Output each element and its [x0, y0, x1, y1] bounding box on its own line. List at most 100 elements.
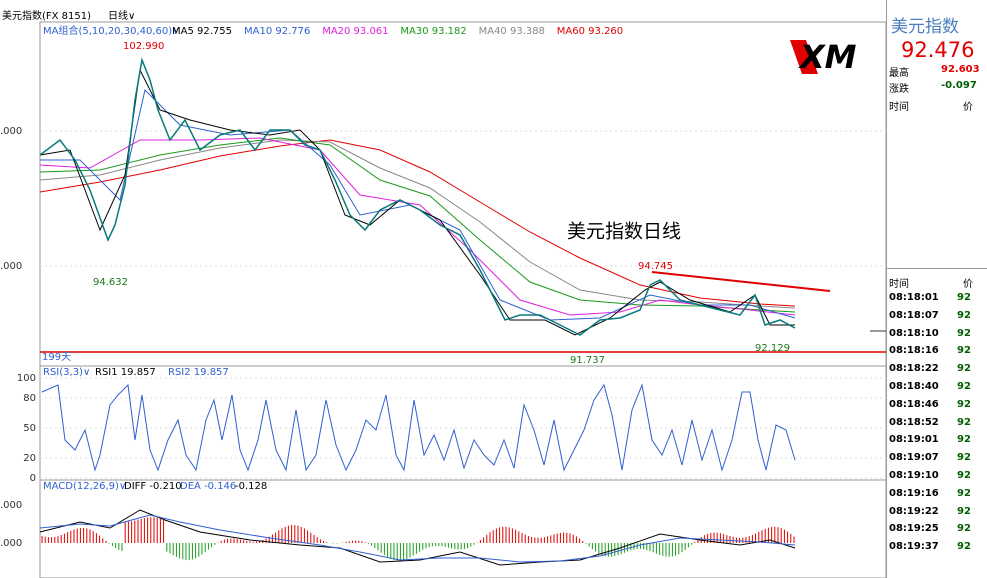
ma-item: MA5 92.755 [172, 26, 232, 37]
price: 92 [957, 327, 971, 339]
ma10 [40, 89, 796, 321]
ma-item: MA60 93.260 [557, 26, 623, 37]
value: -0.097 [941, 80, 977, 91]
logo-mark [790, 40, 818, 74]
ma-item: MA20 93.061 [322, 26, 388, 37]
trade-row: 08:19:16 92 [889, 488, 987, 499]
time: 08:18:46 [889, 398, 939, 410]
quote-panel: 美元指数 92.476 最高 92.603 涨跌 -0.097 时间价 时间价 08… [886, 0, 987, 578]
trade-row: 08:19:37 92 [889, 541, 987, 552]
time: 08:19:16 [889, 487, 939, 499]
chart-area: 美元指数(FX 8151) 日线∨ MA组合(5,10,20,30,40,60)… [0, 9, 886, 578]
macd-item: DIFF -0.210 [124, 481, 182, 492]
label: 时间 [889, 279, 909, 290]
rsi-label: RSI(3,3)∨ [43, 367, 90, 378]
instrument: 美元指数(FX 8151) [2, 9, 91, 22]
quote-price: 92.476 [901, 38, 975, 62]
annotation: 94.632 [93, 277, 128, 288]
annotation: 102.990 [123, 41, 164, 52]
rsi-tick-label: 20 [23, 453, 36, 464]
time: 08:18:40 [889, 381, 939, 392]
trade-row: 08:18:16 92 [889, 345, 987, 356]
trade-row: 08:18:01 92 [889, 292, 987, 303]
time: 08:19:22 [889, 505, 939, 517]
trades-header: 时间 价 [889, 275, 987, 290]
macd-item: -0.128 [235, 481, 267, 492]
dea-line [39, 514, 796, 563]
annotation: 91.737 [570, 355, 605, 366]
label: 时间 [889, 102, 909, 113]
rsi-tick-label: 80 [23, 393, 36, 404]
time: 08:19:01 [889, 434, 939, 446]
quote-header: 时间 价 [889, 98, 987, 113]
price: 92 [957, 345, 971, 357]
rsi-tick-label: 100 [17, 373, 36, 384]
time: 08:19:37 [889, 541, 939, 553]
time: 08:19:10 [889, 470, 939, 481]
price-axis-label: .000 [0, 261, 22, 272]
plot-frame [39, 21, 886, 578]
ma-item: MA10 92.776 [244, 26, 310, 37]
trade-row: 08:18:10 92 [889, 328, 987, 339]
trade-row: 08:19:01 92 [889, 434, 987, 445]
annotation: 94.745 [638, 261, 673, 272]
rsi-item: RSI2 19.857 [168, 367, 229, 378]
price: 92 [957, 541, 971, 553]
price: 92 [957, 381, 971, 392]
rsi-panel: RSI(3,3)∨ RSI1 19.857 RSI2 19.857 100 80 50 20… [17, 367, 886, 484]
price: 92 [957, 470, 971, 481]
price: 92 [957, 452, 971, 464]
price: 92 [957, 309, 971, 321]
label: 涨跌 [889, 84, 909, 95]
rsi-tick-label: 50 [23, 423, 36, 434]
trade-row: 08:19:25 92 [889, 523, 987, 534]
time: 08:19:07 [889, 452, 939, 464]
quote-name: 美元指数 [891, 17, 959, 37]
time: 08:18:16 [889, 345, 939, 357]
trade-row: 08:19:10 92 [889, 470, 987, 481]
ma-label: MA组合(5,10,20,30,40,60)∨ [43, 24, 179, 37]
ma-legend: MA组合(5,10,20,30,40,60)∨MA5 92.755 MA10 92… [43, 24, 623, 37]
trend-line [651, 271, 831, 292]
price: 92 [957, 505, 971, 517]
macd-tick-label: .000 [0, 500, 22, 511]
price: 92 [957, 416, 971, 428]
rsi-item: RSI1 19.857 [95, 367, 156, 378]
price: 92 [957, 487, 971, 499]
trade-row: 08:19:07 92 [889, 452, 987, 463]
chart-title: 美元指数日线 [567, 221, 681, 243]
annotation: 92.129 [755, 343, 790, 354]
quote-row: 涨跌 -0.097 [889, 80, 987, 95]
trade-row: 08:18:22 92 [889, 363, 987, 374]
trade-row: 08:18:46 92 [889, 399, 987, 410]
price: 92 [957, 292, 971, 303]
price-line [39, 57, 796, 336]
trade-row: 08:18:07 92 [889, 310, 987, 321]
price: 92 [957, 398, 971, 410]
trade-row: 08:19:22 92 [889, 506, 987, 517]
price: 92 [957, 434, 971, 446]
label: 价 [963, 102, 973, 113]
ma30 [39, 137, 796, 313]
ma-item: MA30 93.182 [400, 26, 466, 37]
time: 08:18:52 [889, 416, 939, 428]
price: 92 [957, 523, 971, 535]
rsi-tick-label: 0 [30, 473, 36, 484]
time: 08:19:25 [889, 523, 939, 535]
period: 日线∨ [108, 9, 135, 22]
macd-label: MACD(12,26,9)∨ [43, 481, 126, 492]
time: 08:18:01 [889, 292, 939, 303]
time: 08:18:07 [889, 309, 939, 321]
price-axis-label: .000 [0, 126, 22, 137]
price: 92 [957, 363, 971, 375]
value: 92.603 [941, 64, 980, 75]
divider [887, 268, 987, 269]
logo: XM [798, 38, 857, 76]
quote-row: 最高 92.603 [889, 64, 987, 79]
time: 08:18:22 [889, 363, 939, 375]
macd-tick-label: .000 [0, 538, 22, 549]
trade-row: 08:18:52 92 [889, 417, 987, 428]
rsi-line [41, 383, 796, 472]
label: 最高 [889, 68, 909, 79]
